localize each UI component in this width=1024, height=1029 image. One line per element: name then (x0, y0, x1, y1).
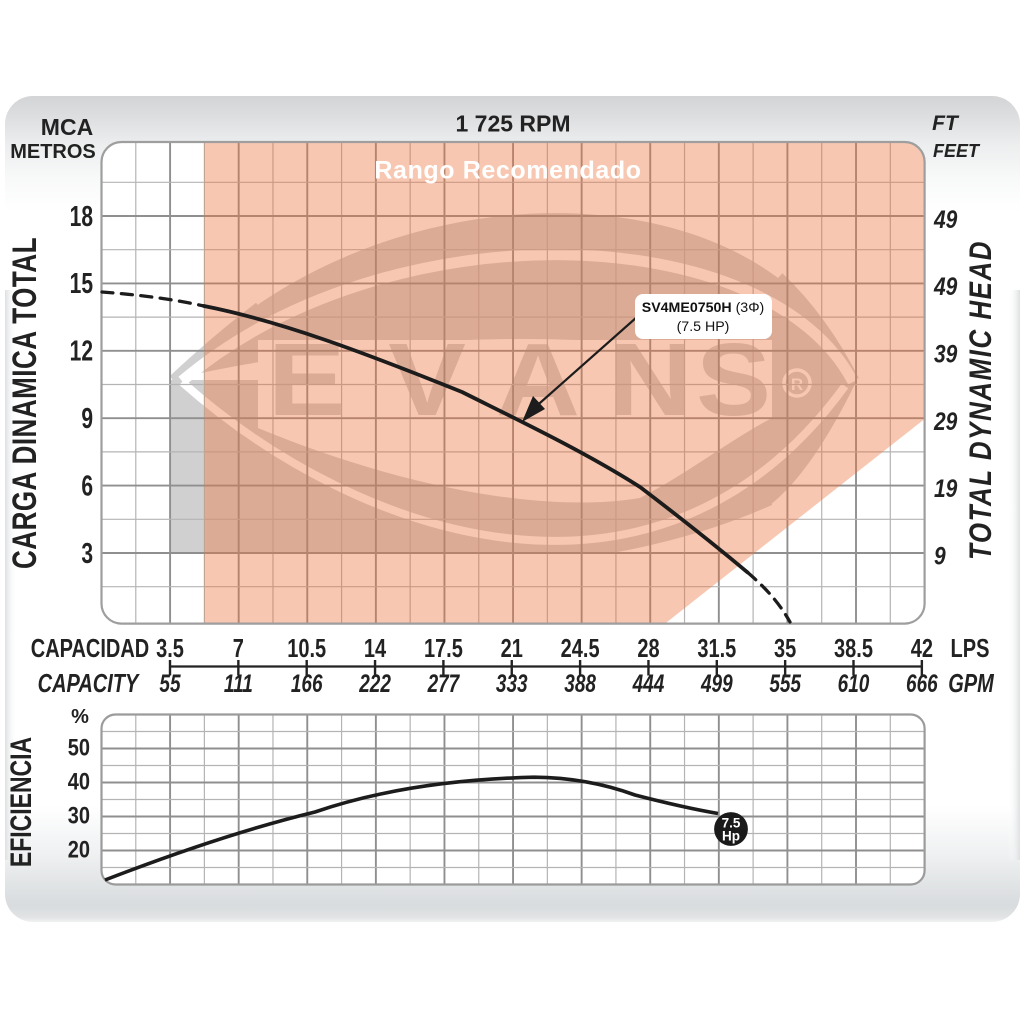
svg-text:15: 15 (70, 268, 93, 300)
svg-text:Rango Recomendado: Rango Recomendado (374, 157, 641, 185)
svg-text:30: 30 (68, 802, 90, 829)
svg-text:20: 20 (68, 836, 90, 863)
svg-text:49: 49 (933, 272, 957, 300)
svg-text:3.5: 3.5 (156, 633, 184, 662)
svg-text:21: 21 (501, 633, 523, 662)
svg-text:Hp: Hp (722, 829, 740, 844)
svg-text:19: 19 (934, 474, 957, 502)
svg-text:388: 388 (564, 670, 596, 698)
svg-text:333: 333 (496, 670, 528, 698)
svg-text:18: 18 (70, 201, 93, 233)
svg-text:1 725 RPM: 1 725 RPM (455, 111, 570, 137)
svg-text:CAPACITY: CAPACITY (38, 668, 141, 697)
svg-text:FEET: FEET (933, 141, 981, 161)
svg-text:39: 39 (934, 340, 957, 368)
svg-text:35: 35 (774, 633, 796, 662)
svg-text:GPM: GPM (948, 668, 994, 697)
svg-text:50: 50 (68, 734, 90, 761)
svg-text:CAPACIDAD: CAPACIDAD (31, 633, 149, 662)
svg-text:166: 166 (291, 670, 323, 698)
svg-text:222: 222 (358, 670, 391, 698)
svg-text:17.5: 17.5 (424, 633, 463, 662)
svg-text:7: 7 (233, 633, 244, 662)
svg-text:666: 666 (906, 670, 938, 698)
svg-text:277: 277 (427, 670, 461, 698)
svg-text:29: 29 (933, 407, 957, 435)
svg-text:%: % (71, 706, 89, 728)
svg-text:38.5: 38.5 (834, 633, 873, 662)
svg-text:(7.5 HP): (7.5 HP) (677, 319, 730, 335)
svg-text:6: 6 (81, 470, 93, 502)
svg-text:3: 3 (81, 538, 93, 570)
svg-text:MCA: MCA (41, 114, 93, 140)
svg-text:SV4ME0750H (3Φ): SV4ME0750H (3Φ) (642, 300, 765, 316)
svg-text:METROS: METROS (10, 141, 96, 163)
svg-text:444: 444 (632, 670, 665, 698)
svg-text:40: 40 (68, 768, 90, 795)
svg-text:49: 49 (933, 205, 957, 233)
svg-text:111: 111 (224, 670, 253, 698)
svg-text:FT: FT (932, 112, 960, 135)
svg-text:9: 9 (934, 542, 946, 570)
svg-text:14: 14 (364, 633, 386, 662)
svg-text:10.5: 10.5 (287, 633, 326, 662)
svg-text:TOTAL DYNAMIC HEAD: TOTAL DYNAMIC HEAD (964, 240, 999, 560)
svg-text:31.5: 31.5 (697, 633, 736, 662)
svg-text:610: 610 (838, 670, 870, 698)
svg-text:CARGA DINAMICA TOTAL: CARGA DINAMICA TOTAL (7, 237, 44, 569)
svg-text:9: 9 (81, 403, 93, 435)
svg-text:555: 555 (769, 670, 801, 698)
svg-text:EFICIENCIA: EFICIENCIA (4, 737, 38, 867)
svg-text:55: 55 (159, 670, 181, 698)
svg-text:499: 499 (700, 670, 733, 698)
svg-text:12: 12 (70, 336, 93, 368)
svg-text:28: 28 (637, 633, 659, 662)
svg-text:24.5: 24.5 (561, 633, 600, 662)
svg-text:LPS: LPS (951, 633, 990, 662)
svg-text:42: 42 (911, 633, 933, 662)
svg-text:7.5: 7.5 (722, 816, 741, 831)
